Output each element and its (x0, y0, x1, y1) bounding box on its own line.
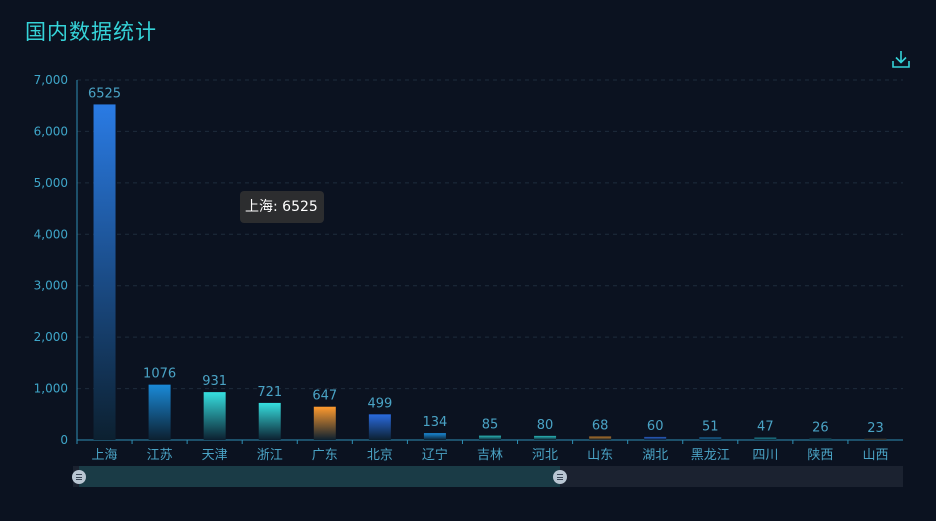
bar-value-label: 80 (537, 418, 554, 433)
x-tick-label: 黑龙江 (691, 448, 730, 463)
y-tick-label: 2,000 (34, 330, 68, 344)
x-tick-label: 河北 (532, 448, 558, 463)
bar-value-label: 721 (257, 385, 282, 400)
y-tick-label: 5,000 (34, 176, 68, 190)
download-icon[interactable] (890, 48, 912, 70)
y-tick-label: 3,000 (34, 279, 68, 293)
x-tick-label: 上海 (92, 448, 118, 463)
bar-1[interactable] (93, 104, 116, 440)
bar-6[interactable] (368, 414, 391, 440)
grid-lines (77, 79, 903, 390)
y-tick-label: 0 (60, 433, 68, 447)
bar-value-label: 47 (757, 420, 774, 435)
bar-value-label: 85 (482, 418, 499, 433)
bar-value-label: 6525 (88, 86, 121, 101)
bar-8[interactable] (479, 435, 501, 440)
y-tick-label: 4,000 (34, 227, 68, 241)
bars (93, 104, 887, 440)
bar-13[interactable] (754, 437, 777, 440)
bar-15[interactable] (864, 438, 887, 440)
x-tick-label: 辽宁 (422, 447, 448, 463)
x-tick-label: 湖北 (642, 448, 668, 463)
x-tick-label: 四川 (752, 448, 778, 463)
bar-14[interactable] (809, 438, 832, 440)
bar-11[interactable] (644, 436, 667, 440)
bar-4[interactable] (258, 402, 281, 440)
tooltip: 上海: 6525 (240, 191, 324, 223)
x-tick-label: 天津 (202, 448, 228, 463)
x-tick-label: 浙江 (257, 448, 283, 463)
bar-value-label: 134 (423, 415, 448, 430)
x-tick-label: 山西 (862, 448, 888, 463)
data-zoom-end-handle[interactable] (553, 470, 567, 484)
bar-value-label: 26 (812, 421, 829, 436)
tick-labels: 0 1,000 2,000 3,000 4,000 5,000 6,000 7,000 上海 江苏… (34, 73, 889, 463)
bar-value-label: 647 (312, 389, 337, 404)
bar-value-label: 931 (202, 374, 227, 389)
bar-value-label: 1076 (143, 367, 176, 382)
data-zoom-start-handle[interactable] (72, 470, 86, 484)
chart-title: 国内数据统计 (25, 20, 157, 44)
bar-7[interactable] (423, 433, 446, 440)
x-tick-label: 北京 (367, 448, 393, 463)
x-tick-label: 陕西 (807, 448, 833, 463)
axes (76, 80, 903, 444)
bar-value-label: 499 (367, 396, 392, 411)
y-tick-label: 7,000 (34, 73, 68, 87)
x-tick-label: 江苏 (147, 447, 173, 463)
y-tick-label: 6,000 (34, 124, 68, 138)
bar-3[interactable] (203, 392, 226, 440)
bar-2[interactable] (148, 384, 171, 440)
x-tick-label: 吉林 (477, 448, 503, 463)
bar-value-label: 68 (592, 419, 609, 434)
y-tick-label: 1,000 (34, 382, 68, 396)
x-tick-label: 山东 (587, 448, 613, 463)
bar-12[interactable] (699, 437, 722, 440)
bar-10[interactable] (589, 436, 612, 440)
bar-value-label: 60 (647, 419, 664, 434)
bar-value-label: 23 (867, 421, 884, 436)
data-labels: 6525 1076 931 721 647 499 134 85 80 68 60 51 47 26 23 (88, 86, 884, 435)
bar-value-label: 51 (702, 419, 719, 434)
bar-5[interactable] (313, 406, 336, 440)
bar-9[interactable] (534, 435, 557, 440)
data-zoom-selected-range[interactable] (79, 466, 560, 487)
x-tick-label: 广东 (312, 448, 338, 463)
